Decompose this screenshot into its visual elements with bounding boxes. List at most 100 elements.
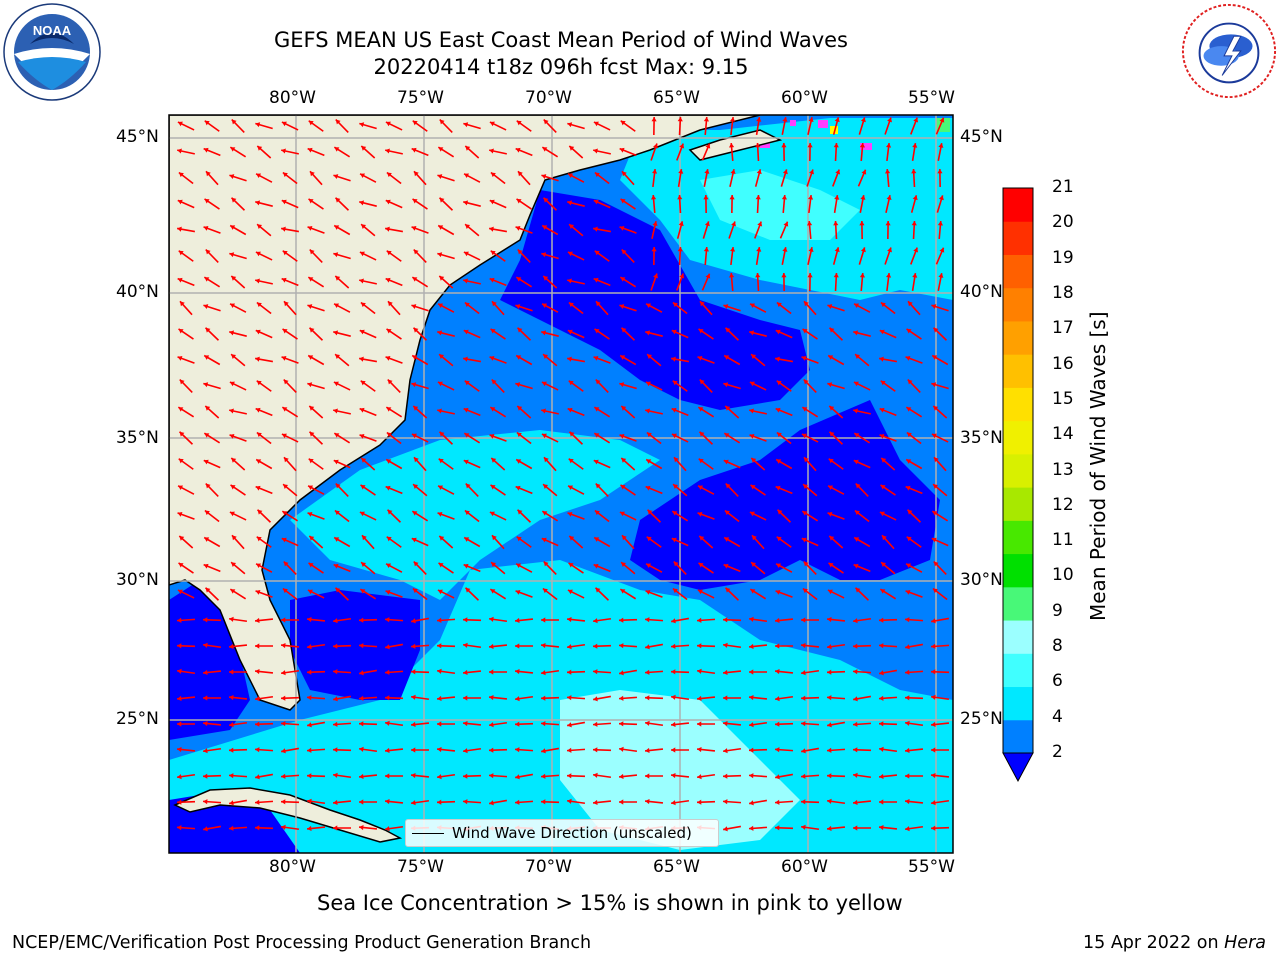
wave-direction-arrowhead [491, 379, 497, 385]
wave-direction-arrowhead [567, 722, 572, 728]
wave-direction-arrowhead [515, 382, 521, 388]
wave-direction-arrowhead [777, 509, 783, 515]
map-legend: Wind Wave Direction (unscaled) [405, 819, 719, 847]
chart-title: GEFS MEAN US East Coast Mean Period of W… [274, 28, 848, 52]
wave-direction-arrowhead [281, 695, 286, 701]
wave-direction-arrowhead [672, 511, 678, 516]
wave-direction-arrowhead [879, 511, 885, 517]
wave-direction-arrowhead [489, 199, 495, 205]
wave-direction-arrowhead [881, 535, 887, 541]
wave-direction-arrowhead [905, 355, 911, 361]
wave-direction-arrowhead [255, 774, 260, 780]
wave-direction-arrowhead [178, 328, 184, 334]
wave-direction-arrowhead [645, 408, 650, 414]
wave-direction-arrowhead [593, 772, 598, 778]
colorbar-segment [1003, 620, 1033, 654]
wave-direction-arrowhead [334, 147, 340, 152]
wave-direction-arrowhead [255, 825, 260, 831]
wave-direction-arrowhead [335, 354, 341, 359]
wave-direction-arrowhead [749, 433, 755, 439]
wave-direction-arrowhead [781, 195, 787, 200]
wave-direction-arrowhead [725, 405, 731, 411]
wave-direction-arrowhead [543, 484, 549, 489]
wave-direction-arrowhead [541, 773, 546, 779]
wave-direction-arrowhead [646, 303, 652, 309]
wave-direction-arrowhead [802, 407, 808, 412]
wave-direction-arrowhead [879, 617, 884, 623]
wave-direction-arrowhead [178, 407, 184, 412]
wave-direction-arrowhead [861, 169, 867, 175]
wave-direction-arrowhead [385, 669, 390, 675]
wave-direction-arrowhead [230, 303, 236, 309]
wave-direction-arrowhead [386, 432, 392, 438]
wave-direction-arrowhead [178, 562, 184, 568]
wave-direction-arrowhead [619, 643, 624, 649]
wave-direction-arrowhead [801, 642, 806, 649]
wave-direction-arrowhead [489, 722, 494, 728]
wave-direction-arrowhead [829, 431, 835, 437]
wave-direction-arrowhead [516, 563, 522, 569]
wave-direction-arrowhead [749, 773, 754, 779]
wave-direction-arrowhead [567, 511, 573, 517]
wave-direction-arrowhead [386, 407, 392, 412]
wave-direction-arrowhead [704, 221, 710, 227]
wave-direction-arrowhead [703, 195, 709, 200]
wave-direction-arrowhead [828, 485, 834, 491]
wave-direction-arrowhead [776, 459, 782, 464]
wave-direction-arrowhead [386, 459, 392, 464]
wave-direction-arrowhead [386, 563, 392, 569]
wave-direction-arrowhead [619, 695, 624, 701]
footer-date: 15 Apr 2022 on [1083, 933, 1225, 953]
wave-direction-arrowhead [359, 799, 364, 805]
wave-direction-arrowhead [854, 303, 860, 309]
wave-direction-arrowhead [177, 121, 183, 127]
wave-direction-arrowhead [515, 668, 520, 675]
lat-label-left: 35°N [116, 428, 159, 448]
wave-direction-arrowhead [880, 302, 886, 308]
wave-direction-arrowhead [386, 250, 392, 256]
wave-direction-arrowhead [731, 221, 736, 227]
wave-direction-arrowhead [515, 304, 521, 309]
wave-direction-arrowhead [594, 328, 600, 334]
wave-direction-arrowhead [671, 643, 676, 649]
wave-direction-arrowhead [775, 747, 780, 753]
wave-direction-arrowhead [308, 277, 314, 282]
wave-direction-arrowhead [541, 433, 547, 439]
wave-direction-arrowhead [333, 643, 338, 649]
wave-direction-arrowhead [621, 327, 627, 333]
wave-direction-arrowhead [645, 798, 650, 805]
wave-direction-arrowhead [931, 537, 937, 543]
wave-direction-arrowhead [437, 643, 442, 649]
wave-direction-arrowhead [308, 198, 314, 204]
lon-label-top: 70°W [525, 88, 572, 108]
wave-direction-arrowhead [385, 589, 391, 595]
wave-direction-arrowhead [516, 355, 522, 360]
wave-direction-arrowhead [905, 589, 911, 595]
wave-direction-arrowhead [879, 407, 885, 413]
wave-direction-arrowhead [568, 302, 574, 308]
wave-direction-arrowhead [905, 617, 910, 623]
wave-direction-arrowhead [673, 484, 679, 489]
wave-direction-arrowhead [775, 825, 780, 831]
wave-direction-arrowhead [647, 509, 653, 515]
wave-direction-arrowhead [802, 588, 808, 594]
wave-direction-arrowhead [827, 722, 832, 728]
wave-direction-arrowhead [334, 510, 340, 516]
wave-direction-arrowhead [755, 195, 761, 200]
wave-direction-arrowhead [782, 117, 788, 122]
wave-direction-arrowhead [437, 746, 442, 753]
wave-direction-arrowhead [257, 224, 263, 229]
wave-direction-arrowhead [255, 122, 261, 128]
wave-direction-arrowhead [593, 643, 598, 649]
wave-direction-arrowhead [385, 695, 390, 701]
wave-direction-arrowhead [439, 535, 445, 541]
wave-direction-arrowhead [463, 773, 468, 779]
lon-label-bottom: 80°W [269, 857, 316, 877]
wave-direction-arrowhead [359, 746, 364, 752]
wave-direction-arrowhead [645, 381, 651, 387]
wave-direction-arrowhead [645, 589, 651, 595]
wave-direction-arrowhead [723, 695, 728, 701]
wave-direction-arrowhead [204, 510, 210, 516]
colorbar-tick-label: 17 [1052, 318, 1074, 339]
noaa-logo-icon: NOAA [3, 3, 101, 101]
